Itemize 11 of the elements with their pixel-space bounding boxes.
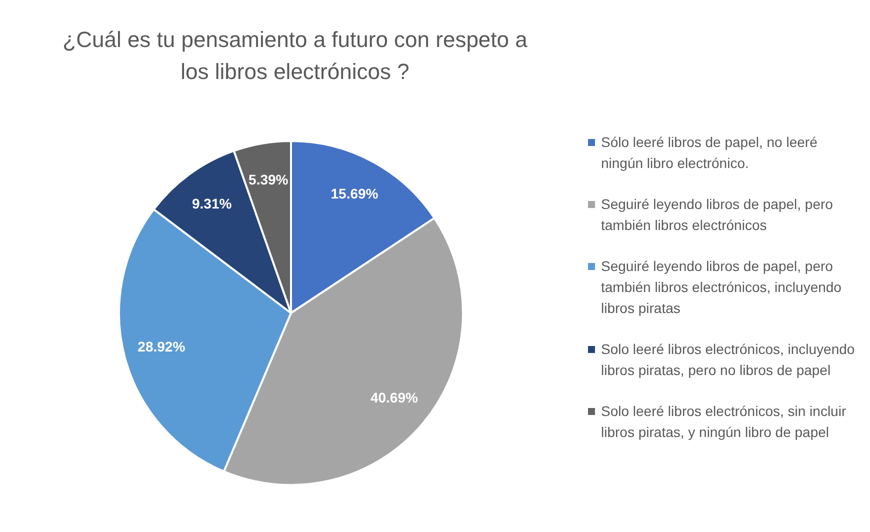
data-label: 28.92%	[138, 338, 186, 355]
data-label: 40.69%	[370, 390, 418, 406]
legend-label: Solo leeré libros electrónicos, incluyendo libros piratas, pero no libros de papel	[601, 340, 856, 380]
legend-label: Seguiré leyendo libros de papel, pero también libros electrónicos, incluyendo libros piratas	[601, 257, 842, 318]
data-label: 5.39%	[248, 172, 289, 188]
legend-label: Solo leeré libros electrónicos, sin incluir libros piratas, y ningún libro de papel	[601, 402, 848, 442]
legend-label: Seguiré leyendo libros de papel, pero también libros electrónicos	[601, 195, 834, 235]
legend-label: Sólo leeré libros de papel, no leeré ningún libro electrónico.	[601, 133, 818, 173]
data-label: 15.69%	[330, 186, 379, 202]
chart-title: ¿Cuál es tu pensamiento a futuro con respeto a los libros electrónicos ?	[62, 26, 528, 86]
data-label: 9.31%	[192, 196, 232, 212]
